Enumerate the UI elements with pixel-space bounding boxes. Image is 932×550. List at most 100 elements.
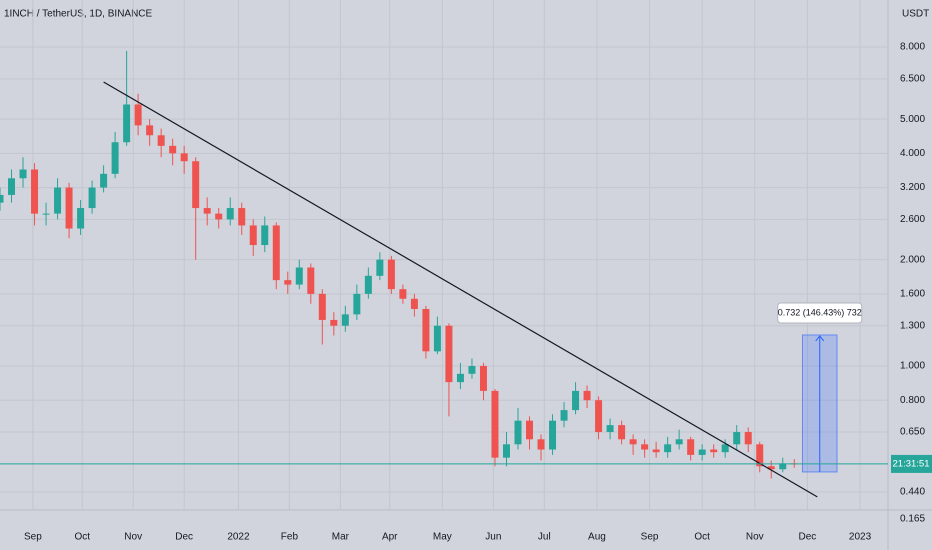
candle-body [226, 208, 234, 220]
candle-body [641, 444, 649, 450]
candle-body [318, 293, 326, 320]
candle-body [698, 449, 706, 455]
x-tick-label: Sep [641, 532, 659, 543]
candle-body [261, 225, 269, 246]
candle-body [249, 225, 257, 246]
candle-body [560, 410, 568, 421]
y-tick-label: 1.000 [900, 361, 925, 372]
candle-body [203, 208, 211, 214]
candle-body [8, 178, 16, 195]
candle-body [19, 169, 27, 179]
y-tick-label: 0.440 [900, 487, 925, 498]
candle-body [618, 425, 626, 440]
candle-body [77, 208, 85, 229]
x-tick-label: Jun [485, 532, 501, 543]
candle-body [410, 298, 418, 309]
candle-body [65, 187, 73, 229]
x-tick-label: Feb [281, 532, 299, 543]
candle-body [595, 400, 603, 433]
x-tick-label: Mar [332, 532, 350, 543]
candle-body [468, 365, 476, 374]
candle-body [675, 439, 683, 445]
candle-body [710, 449, 718, 453]
y-tick-label: 0.650 [900, 427, 925, 438]
candle-body [100, 173, 108, 188]
candle-body [779, 463, 787, 470]
x-tick-label: Oct [694, 532, 710, 543]
x-tick-label: Jul [538, 532, 551, 543]
candle-body [180, 153, 188, 162]
currency-label: USDT [902, 9, 929, 20]
x-tick-label: Oct [74, 532, 90, 543]
candle-body [169, 145, 177, 154]
y-tick-label: 1.300 [900, 320, 925, 331]
candle-body [652, 449, 660, 453]
x-tick-label: Nov [746, 532, 764, 543]
x-tick-label: Sep [24, 532, 42, 543]
candle-body [572, 390, 580, 411]
candle-body [756, 444, 764, 467]
candle-body [629, 439, 637, 445]
candle-body [364, 275, 372, 294]
candle-body [284, 280, 292, 285]
candle-body [491, 390, 499, 458]
candle-body [606, 425, 614, 433]
candle-body [744, 432, 752, 445]
candle-body [376, 259, 384, 276]
measure-label-group: 0.732 (146.43%) 732 [777, 302, 863, 324]
y-tick-label: 4.000 [900, 148, 925, 159]
y-tick-label: 2.600 [900, 214, 925, 225]
candle-body [341, 314, 349, 326]
measure-arrow-head [815, 335, 825, 342]
chart-title: 1INCH / TetherUS, 1D, BINANCE [4, 9, 153, 20]
candle-body [687, 439, 695, 455]
candle-body [399, 289, 407, 299]
candle-body [330, 319, 338, 326]
candle-body [54, 187, 62, 214]
candle-body [526, 420, 534, 440]
candle-body [307, 267, 315, 294]
candle-body [353, 293, 361, 315]
candle-body [295, 267, 303, 285]
candle-body [514, 420, 522, 445]
candle-body [146, 125, 154, 136]
candle-body [502, 444, 510, 458]
candle-body [42, 213, 50, 215]
trendline [103, 81, 818, 498]
x-tick-label: May [433, 532, 452, 543]
x-tick-label: Dec [175, 532, 193, 543]
candle-body [721, 444, 729, 453]
y-tick-label: 8.000 [900, 42, 925, 53]
candle-body [767, 466, 775, 470]
y-tick-label: 3.200 [900, 182, 925, 193]
candle-body [272, 225, 280, 281]
y-tick-label: 1.600 [900, 289, 925, 300]
candle-body [422, 308, 430, 352]
candle-body [537, 439, 545, 450]
candle-body [549, 420, 557, 450]
candle-body [387, 259, 395, 290]
y-tick-label: 5.000 [900, 114, 925, 125]
candle-body [238, 208, 246, 226]
candle-body [123, 104, 131, 143]
measure-label: 0.732 (146.43%) 732 [778, 307, 862, 317]
candle-body [479, 365, 487, 391]
y-tick-label: 0.800 [900, 395, 925, 406]
candle-body [445, 325, 453, 383]
candle-body [664, 444, 672, 453]
candle-body [111, 142, 119, 174]
candle-body [31, 169, 39, 214]
y-tick-label: 6.500 [900, 74, 925, 85]
x-tick-label: 2022 [227, 532, 250, 543]
measure-label-box [777, 302, 863, 324]
candle-body [733, 432, 741, 445]
x-tick-label: Apr [382, 532, 398, 543]
candle-body [215, 213, 223, 220]
last-price-label: 21:31:51 [893, 458, 930, 469]
candle-body [433, 325, 441, 352]
candle-body [134, 104, 142, 126]
candle-body [88, 187, 96, 209]
